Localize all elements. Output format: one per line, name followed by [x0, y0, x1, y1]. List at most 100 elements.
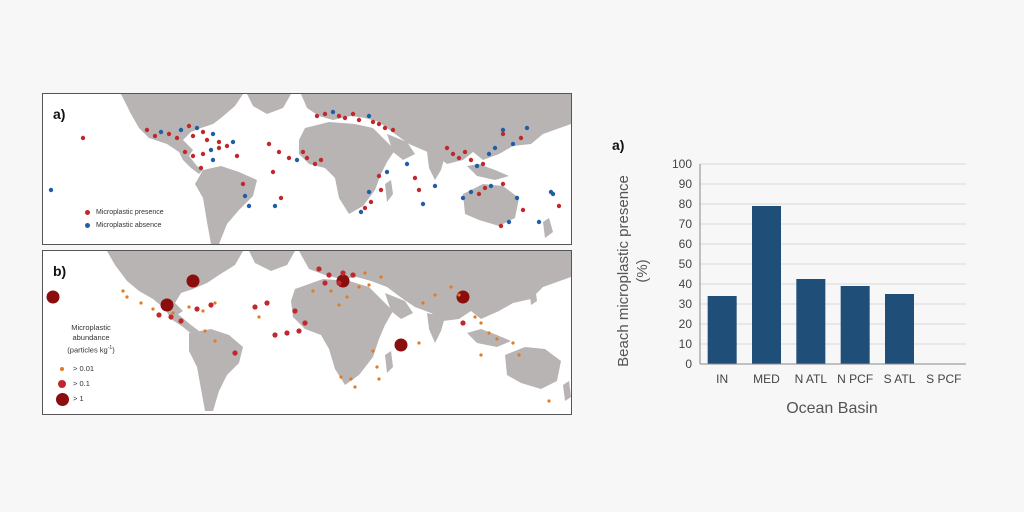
abundance-point-small — [457, 293, 461, 297]
absence-point — [420, 201, 426, 207]
legend-b-title-2: abundance — [72, 333, 110, 342]
north-america — [107, 251, 243, 315]
southeast-asia-islands — [467, 164, 509, 180]
presence-point — [198, 165, 204, 171]
absence-point — [366, 189, 372, 195]
y-axis-title-line-2: (%) — [634, 259, 651, 282]
absence-point — [158, 129, 164, 135]
japan — [529, 285, 537, 305]
sample-points-a — [48, 109, 562, 229]
absence-point — [272, 203, 278, 209]
y-tick-label: 10 — [679, 337, 693, 351]
legend-presence: Microplastic presence — [85, 206, 164, 219]
absence-point — [242, 193, 248, 199]
gridlines — [700, 163, 966, 345]
presence-point — [390, 127, 396, 133]
presence-point — [166, 131, 172, 137]
abundance-point-small — [417, 341, 421, 345]
abundance-point-medium — [460, 320, 466, 326]
legend-b-large-label: > 1 — [73, 394, 84, 403]
abundance-point-medium — [264, 300, 270, 306]
presence-point — [200, 129, 206, 135]
presence-point — [480, 161, 486, 167]
presence-point — [362, 205, 368, 211]
absence-point — [514, 195, 520, 201]
abundance-point-medium — [302, 320, 308, 326]
absence-point — [178, 127, 184, 133]
abundance-point-small — [213, 301, 217, 305]
absence-point — [358, 209, 364, 215]
new-zealand — [563, 381, 571, 401]
panel-a-letter: a) — [53, 106, 66, 122]
presence-point — [190, 153, 196, 159]
south-america — [189, 329, 243, 411]
japan — [529, 124, 537, 142]
abundance-points-b — [46, 266, 551, 403]
x-tick-label: N PCF — [837, 372, 873, 386]
greenland — [247, 94, 291, 114]
abundance-point-small — [171, 311, 175, 315]
panel-b-letter: b) — [53, 263, 67, 279]
abundance-point-small — [187, 305, 191, 309]
abundance-point-large — [456, 290, 470, 304]
presence-point — [322, 111, 328, 117]
abundance-point-medium — [336, 280, 342, 286]
abundance-point-small — [363, 271, 367, 275]
abundance-point-small — [547, 399, 551, 403]
africa — [299, 122, 395, 214]
presence-point — [234, 153, 240, 159]
presence-point — [144, 127, 150, 133]
absence-point — [246, 203, 252, 209]
x-tick-label: S PCF — [926, 372, 961, 386]
bar — [840, 286, 870, 364]
eurasia — [301, 94, 571, 164]
abundance-point-small — [377, 377, 381, 381]
presence-point — [356, 117, 362, 123]
central-america — [179, 152, 203, 174]
abundance-point-medium — [322, 280, 328, 286]
abundance-point-small — [487, 331, 491, 335]
abundance-point-small — [329, 289, 333, 293]
presence-point — [520, 207, 526, 213]
presence-point — [190, 133, 196, 139]
absence-point — [294, 157, 300, 163]
abundance-point-medium — [284, 330, 290, 336]
legend-presence-label: Microplastic presence — [96, 209, 164, 216]
bar-chart: a) 0 10 20 30 40 50 60 70 80 90 100 IN MED N ATL N PCF… — [612, 137, 966, 417]
abundance-point-medium — [340, 270, 346, 276]
presence-point — [336, 113, 342, 119]
presence-point — [476, 191, 482, 197]
presence-point — [498, 223, 504, 229]
presence-point — [378, 187, 384, 193]
abundance-point-small — [379, 275, 383, 279]
presence-point — [314, 113, 320, 119]
abundance-point-medium — [252, 304, 258, 310]
abundance-point-small — [151, 307, 155, 311]
abundance-point-small — [121, 289, 125, 293]
abundance-point-medium — [232, 350, 238, 356]
abundance-point-medium — [178, 318, 184, 324]
absence-point — [210, 131, 216, 137]
presence-point — [182, 149, 188, 155]
abundance-point-small — [479, 321, 483, 325]
abundance-point-medium — [316, 266, 322, 272]
abundance-point-medium — [156, 312, 162, 318]
y-tick-label: 40 — [679, 277, 693, 291]
large-marker-icon — [55, 392, 69, 406]
presence-point — [376, 121, 382, 127]
abundance-point-small — [421, 301, 425, 305]
presence-point — [278, 195, 284, 201]
absence-point — [474, 163, 480, 169]
map-panel-a: a) Microplastic presence Microplastic ab… — [42, 93, 572, 245]
abundance-point-small — [203, 329, 207, 333]
legend-b-large: > 1 — [51, 392, 131, 407]
abundance-point-large — [46, 290, 60, 304]
axes: 0 10 20 30 40 50 60 70 80 90 100 IN MED N ATL N PCF S A… — [672, 157, 966, 386]
presence-point — [286, 155, 292, 161]
absence-marker-icon — [85, 223, 90, 228]
presence-point — [266, 141, 272, 147]
abundance-point-small — [367, 283, 371, 287]
abundance-point-small — [517, 353, 521, 357]
absence-point — [194, 125, 200, 131]
legend-absence-label: Microplastic absence — [96, 222, 162, 229]
